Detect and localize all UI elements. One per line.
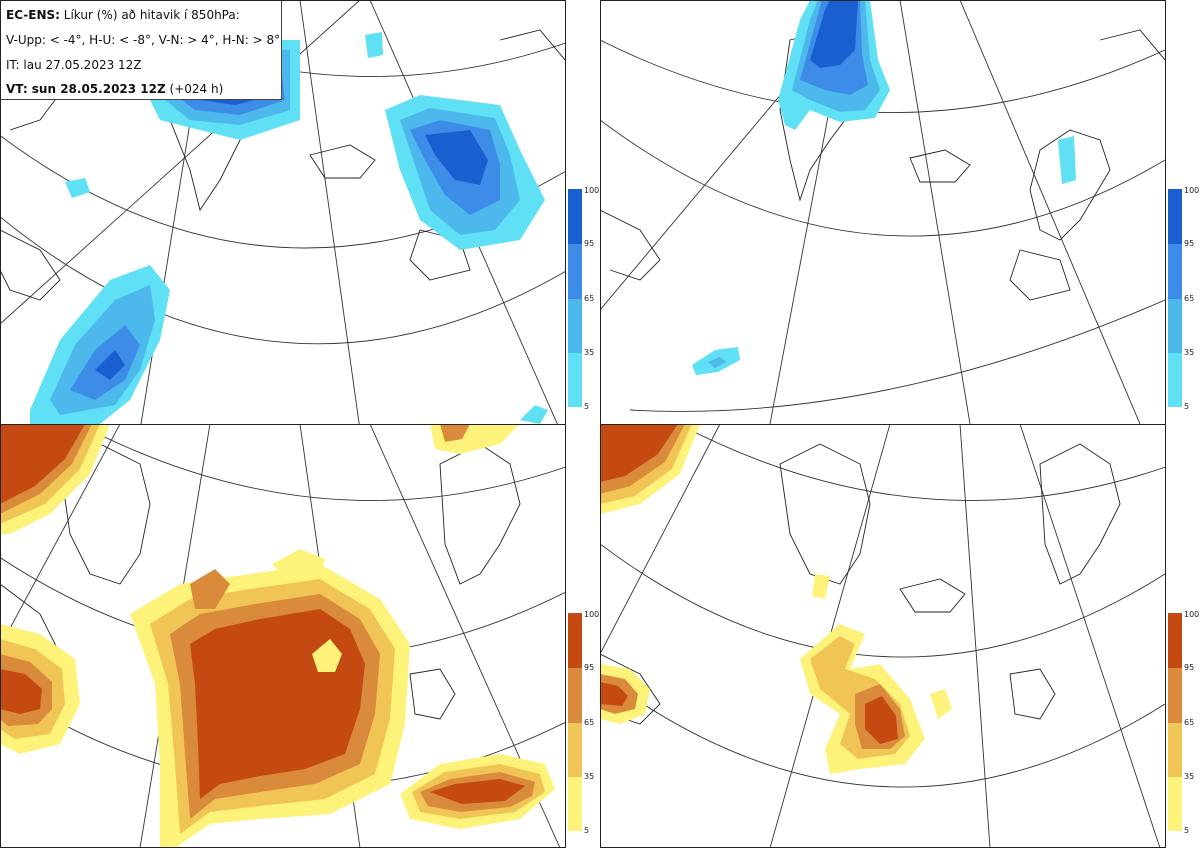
variable-description: Líkur (%) að hitavik í 850hPa: [63, 8, 240, 22]
colorbar-segment-35-65 [568, 299, 582, 353]
legend-line-1: EC-ENS: Líkur (%) að hitavik í 850hPa: [6, 8, 240, 22]
colorbar-segment-65-95 [1168, 244, 1182, 299]
colorbar-tick: 95 [584, 663, 595, 672]
map-panel-h-n [600, 424, 1165, 848]
initial-time: IT: lau 27.05.2023 12Z [6, 58, 142, 72]
colorbar-tick: 100 [1184, 186, 1200, 195]
map-h-u [600, 0, 1165, 424]
colorbar-segment-35-65 [1168, 723, 1182, 777]
coastlines [600, 443, 1121, 725]
colorbar-segment-65-95 [1168, 668, 1182, 723]
colorbar-segment-35-65 [568, 723, 582, 777]
colorbar-tick: 65 [1184, 718, 1195, 727]
graticule [600, 424, 1165, 848]
colorbar-tick: 100 [584, 610, 600, 619]
colorbar-tick: 35 [1184, 772, 1195, 781]
map-panel-v-n [0, 424, 565, 848]
colorbar-cold-right: 100 95 65 35 5 [1168, 187, 1199, 411]
map-v-n [0, 424, 565, 848]
colorbar-tick: 35 [1184, 348, 1195, 357]
coastlines [600, 29, 1165, 301]
legend-box: EC-ENS: Líkur (%) að hitavik í 850hPa: V… [0, 0, 282, 100]
colorbar-warm-left: 100 95 65 35 5 [568, 611, 599, 835]
probability-areas [692, 0, 1076, 375]
legend-line-4: VT: sun 28.05.2023 12Z (+024 h) [6, 82, 223, 96]
colorbar-tick: 95 [1184, 663, 1195, 672]
colorbar-segment-65-95 [568, 668, 582, 723]
map-panel-v-upp: EC-ENS: Líkur (%) að hitavik í 850hPa: V… [0, 0, 565, 424]
colorbar-warm-right: 100 95 65 35 5 [1168, 611, 1199, 835]
colorbar-tick: 65 [584, 718, 595, 727]
colorbar-segment-95-100 [568, 189, 582, 244]
colorbar-segment-5-35 [568, 353, 582, 407]
graticule [600, 0, 1165, 424]
legend-line-2: V-Upp: < -4°, H-U: < -8°, V-N: > 4°, H-N… [6, 33, 281, 47]
colorbar-segment-5-35 [568, 777, 582, 831]
colorbar-tick: 5 [1184, 402, 1190, 411]
colorbar-cold-left: 100 95 65 35 5 [568, 187, 599, 411]
colorbar-segment-95-100 [568, 613, 582, 668]
colorbar-tick: 65 [1184, 294, 1195, 303]
colorbar-tick: 95 [584, 239, 595, 248]
colorbar-segment-95-100 [1168, 613, 1182, 668]
colorbar-segment-5-35 [1168, 777, 1182, 831]
colorbar-tick: 5 [1184, 826, 1190, 835]
lead-time: (+024 h) [169, 82, 224, 96]
colorbar-segment-95-100 [1168, 189, 1182, 244]
colorbar-segment-5-35 [1168, 353, 1182, 407]
colorbar-tick: 5 [584, 402, 590, 411]
valid-time: VT: sun 28.05.2023 12Z [6, 82, 166, 96]
ensemble-name: EC-ENS: [6, 8, 60, 22]
probability-areas [0, 424, 555, 848]
colorbar-segment-35-65 [1168, 299, 1182, 353]
colorbar-tick: 100 [584, 186, 600, 195]
colorbar-segment-65-95 [568, 244, 582, 299]
colorbar-tick: 5 [584, 826, 590, 835]
probability-areas [600, 424, 952, 774]
map-panel-h-u [600, 0, 1165, 424]
map-h-n [600, 424, 1165, 848]
colorbar-tick: 95 [1184, 239, 1195, 248]
colorbar-tick: 100 [1184, 610, 1200, 619]
colorbar-tick: 35 [584, 772, 595, 781]
colorbar-tick: 65 [584, 294, 595, 303]
colorbar-tick: 35 [584, 348, 595, 357]
